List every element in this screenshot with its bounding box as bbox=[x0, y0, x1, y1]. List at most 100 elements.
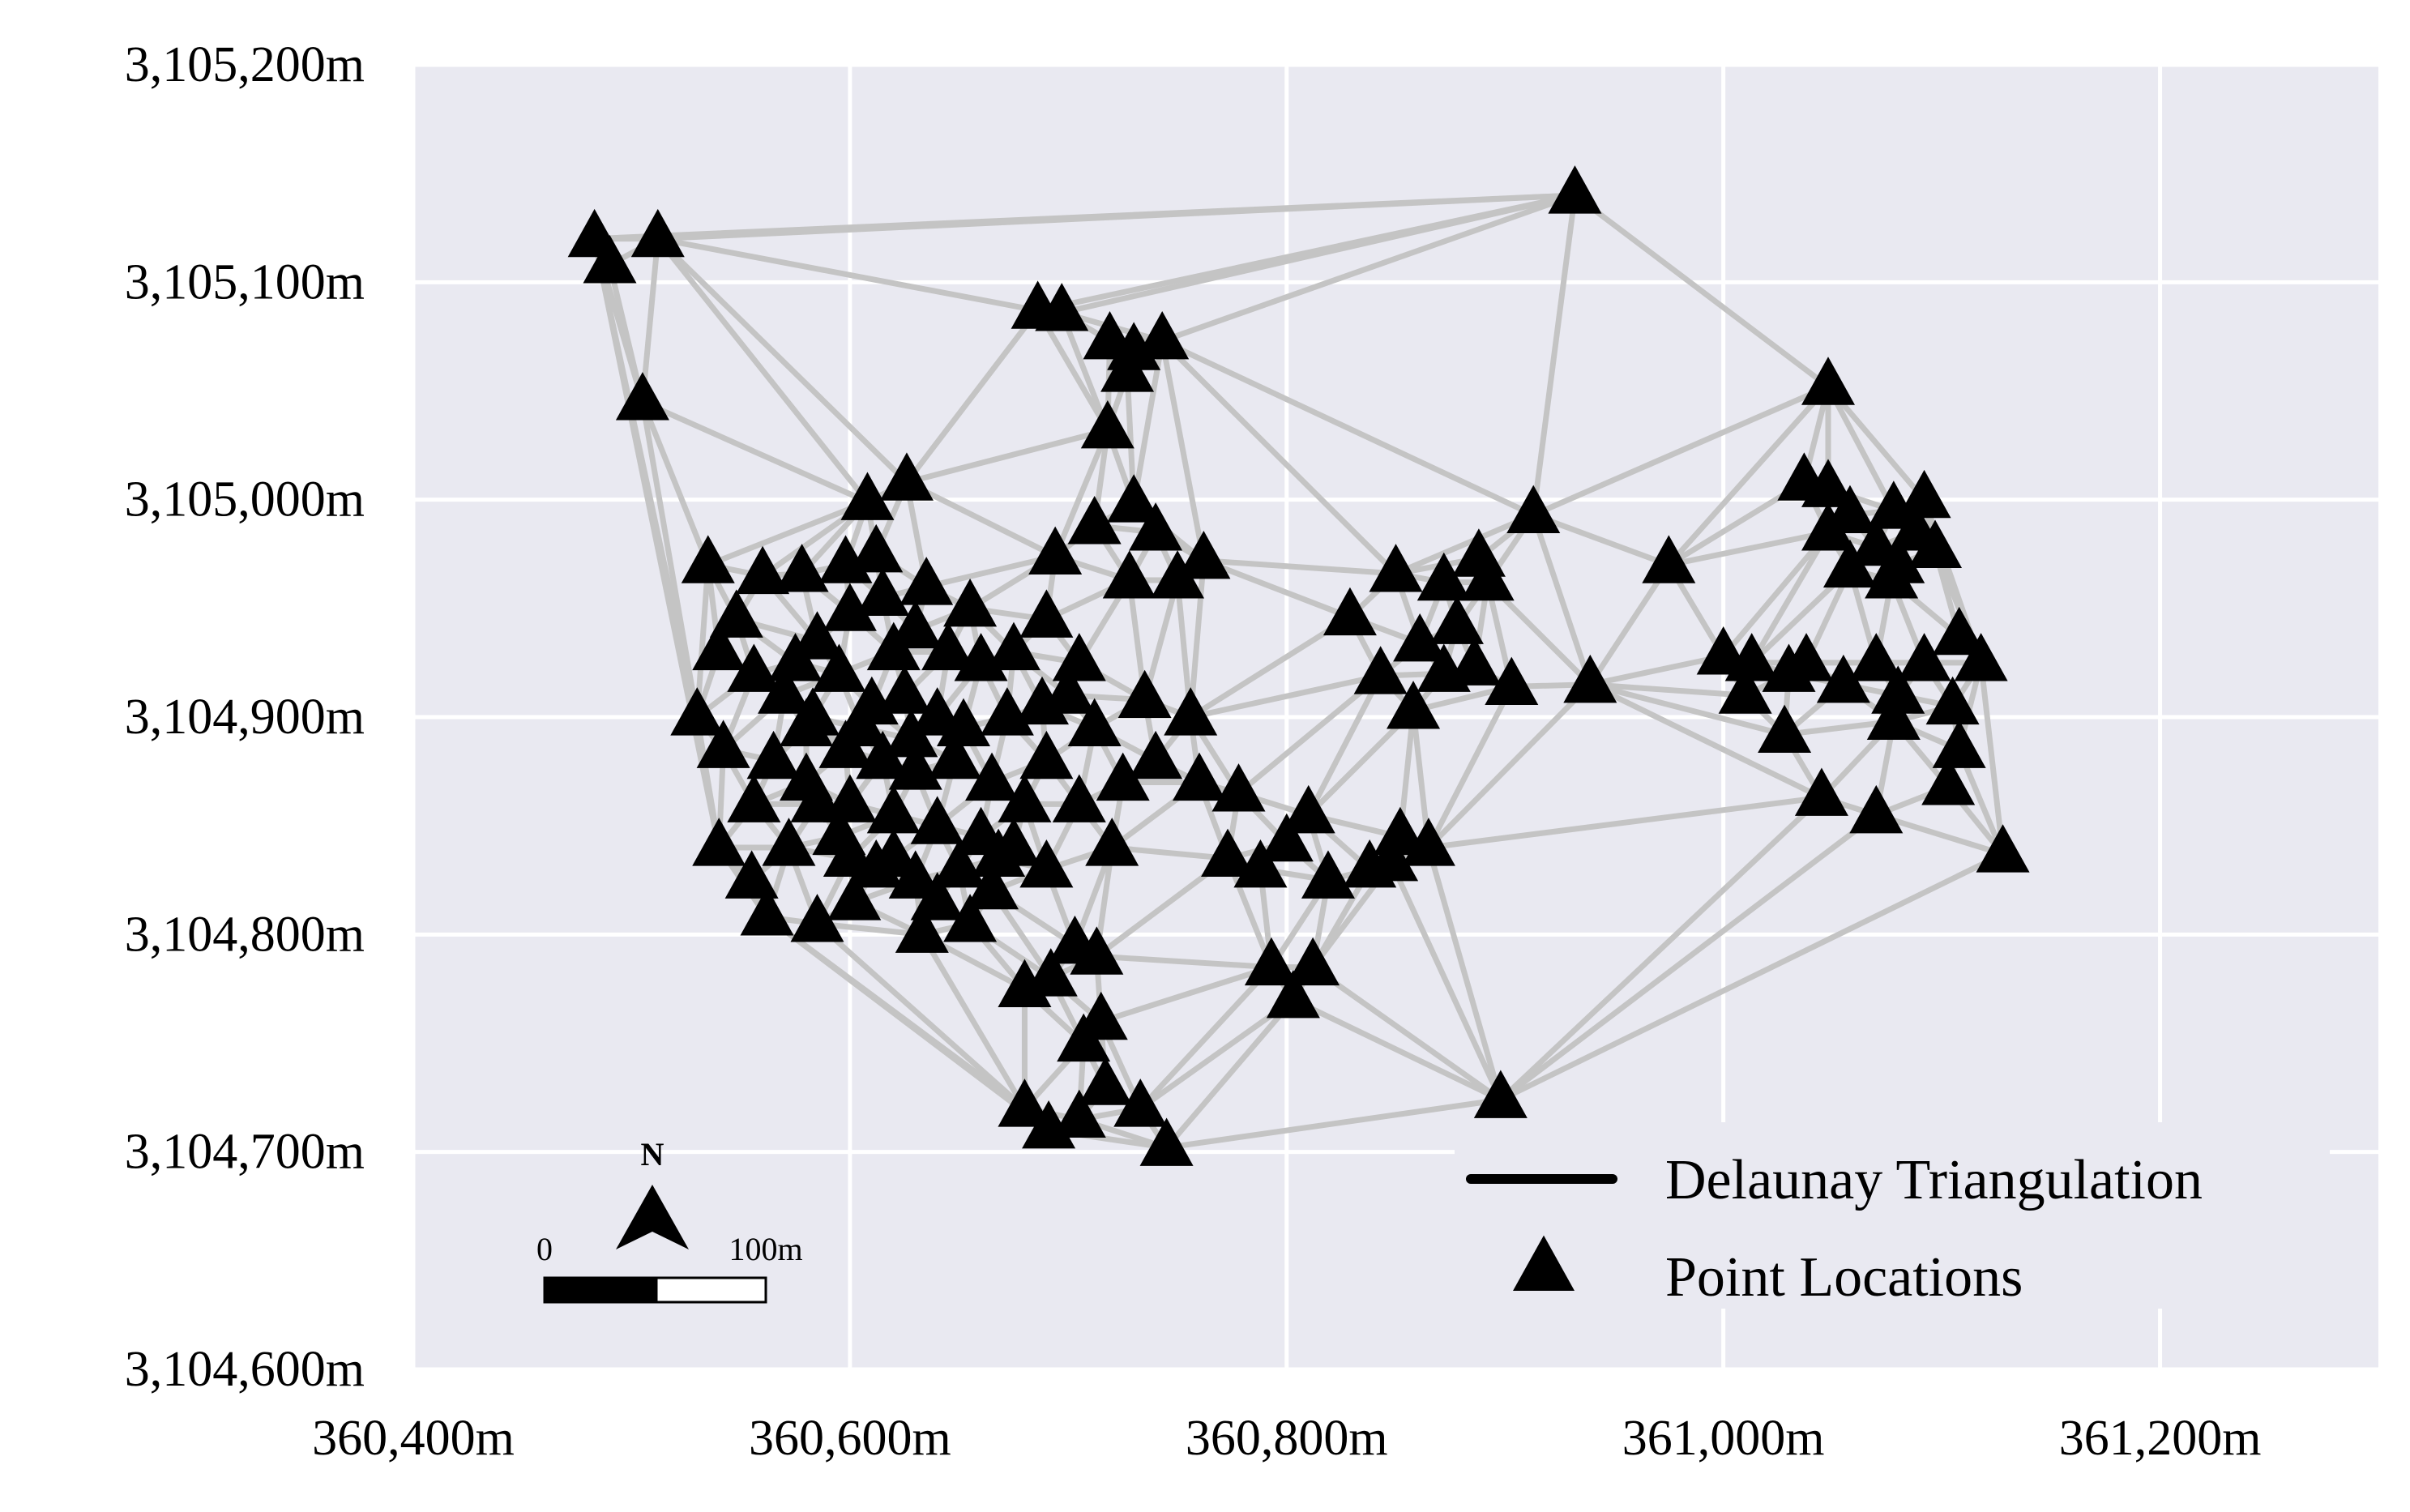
point-marker bbox=[1052, 774, 1106, 822]
delaunay-edge bbox=[705, 498, 870, 568]
delaunay-edge bbox=[1159, 192, 1578, 344]
delaunay-edge bbox=[1720, 529, 1831, 660]
point-marker bbox=[1849, 633, 1904, 681]
delaunay-edge bbox=[1098, 964, 1275, 1025]
point-marker bbox=[1015, 676, 1069, 725]
delaunay-edge bbox=[1425, 844, 1504, 1103]
point-marker bbox=[1085, 818, 1139, 866]
scale-bar-start-label: 0 bbox=[536, 1231, 553, 1267]
point-marker bbox=[849, 839, 904, 888]
delaunay-edge bbox=[1388, 860, 1504, 1103]
delaunay-edge bbox=[904, 427, 1111, 485]
point-marker bbox=[1151, 550, 1205, 599]
delaunay-edge bbox=[1159, 338, 1536, 518]
point-marker bbox=[1822, 539, 1877, 588]
point-marker bbox=[827, 872, 882, 920]
delaunay-edge bbox=[1393, 511, 1536, 577]
point-marker bbox=[670, 687, 724, 736]
legend: Delaunay Triangulation Point Locations bbox=[1455, 1122, 2330, 1309]
point-marker bbox=[1177, 530, 1231, 579]
delaunay-edge bbox=[1159, 338, 1207, 564]
point-marker bbox=[1925, 676, 1980, 725]
delaunay-edge bbox=[919, 931, 1028, 1112]
delaunay-edge bbox=[1200, 557, 1353, 621]
point-marker bbox=[1801, 459, 1855, 507]
point-marker bbox=[856, 567, 910, 616]
delaunay-edge bbox=[1425, 794, 1825, 851]
x-tick-label: 360,400m bbox=[312, 1411, 515, 1466]
delaunay-edge bbox=[1587, 681, 1825, 801]
point-marker bbox=[895, 904, 949, 953]
delaunay-edge bbox=[1187, 673, 1384, 720]
delaunay-edge bbox=[1530, 192, 1578, 518]
delaunay-edge bbox=[1825, 383, 1928, 503]
point-marker bbox=[727, 774, 781, 822]
point-marker bbox=[1473, 1070, 1528, 1118]
point-marker bbox=[1107, 474, 1161, 523]
point-marker bbox=[1023, 948, 1078, 997]
point-marker bbox=[888, 600, 942, 649]
point-marker bbox=[937, 698, 990, 746]
scale-bar-end-label: 100m bbox=[729, 1231, 802, 1267]
point-marker bbox=[1932, 606, 1986, 656]
point-marker bbox=[1871, 665, 1925, 714]
point-marker bbox=[1102, 550, 1156, 599]
point-marker bbox=[856, 730, 910, 779]
point-marker bbox=[1387, 681, 1441, 729]
delaunay-edge bbox=[1052, 427, 1111, 559]
delaunay-edge bbox=[1200, 557, 1399, 577]
point-marker bbox=[1369, 544, 1423, 592]
point-marker bbox=[1035, 283, 1089, 331]
x-tick-label: 361,200m bbox=[2059, 1411, 2262, 1466]
delaunay-edge bbox=[1058, 310, 1111, 434]
point-marker bbox=[615, 372, 669, 421]
point-marker bbox=[1067, 698, 1122, 746]
delaunay-edge bbox=[1498, 794, 1825, 1103]
point-marker bbox=[1173, 752, 1226, 801]
legend-label-points: Point Locations bbox=[1665, 1246, 2023, 1309]
point-marker bbox=[1762, 643, 1816, 692]
delaunay-edge bbox=[1665, 383, 1831, 568]
point-marker bbox=[812, 643, 866, 692]
delaunay-edge bbox=[1187, 614, 1353, 720]
point-marker bbox=[1908, 519, 1963, 568]
point-marker bbox=[762, 818, 816, 866]
legend-label-delaunay: Delaunay Triangulation bbox=[1665, 1149, 2203, 1211]
point-marker bbox=[840, 472, 895, 520]
y-tick-label: 3,104,900m bbox=[125, 690, 365, 745]
point-marker bbox=[1281, 784, 1335, 834]
legend-triangle-swatch bbox=[1513, 1235, 1575, 1291]
delaunay-edge bbox=[1164, 997, 1297, 1151]
y-tick-label: 3,105,200m bbox=[125, 37, 365, 92]
scale-bar-filled-segment bbox=[543, 1276, 658, 1304]
point-marker bbox=[1642, 535, 1696, 583]
point-marker bbox=[790, 611, 844, 660]
point-marker bbox=[692, 621, 746, 671]
delaunay-edge bbox=[1159, 338, 1399, 577]
delaunay-edge bbox=[1109, 844, 1231, 861]
y-tick-label: 3,105,100m bbox=[125, 254, 365, 310]
delaunay-edge bbox=[1825, 383, 1897, 514]
point-marker bbox=[768, 633, 823, 681]
point-marker bbox=[928, 730, 982, 779]
point-marker bbox=[583, 235, 637, 284]
point-marker bbox=[1724, 633, 1779, 681]
delaunay-edge bbox=[1749, 529, 1831, 666]
delaunay-edge bbox=[1058, 192, 1578, 316]
delaunay-edge bbox=[1587, 681, 1749, 698]
point-marker bbox=[1164, 687, 1218, 736]
delaunay-edge bbox=[655, 236, 910, 485]
point-marker bbox=[709, 589, 763, 638]
point-marker bbox=[780, 752, 833, 801]
delaunay-edge bbox=[639, 399, 711, 568]
point-marker bbox=[1718, 665, 1772, 714]
delaunay-edge bbox=[1665, 529, 1831, 568]
delaunay-edge bbox=[923, 553, 1058, 590]
point-marker bbox=[986, 621, 1040, 671]
point-marker bbox=[1129, 502, 1183, 551]
delaunay-edge bbox=[764, 914, 1052, 1134]
point-marker bbox=[727, 643, 781, 692]
north-arrow: N bbox=[616, 1136, 689, 1249]
x-tick-label: 360,600m bbox=[749, 1411, 951, 1466]
